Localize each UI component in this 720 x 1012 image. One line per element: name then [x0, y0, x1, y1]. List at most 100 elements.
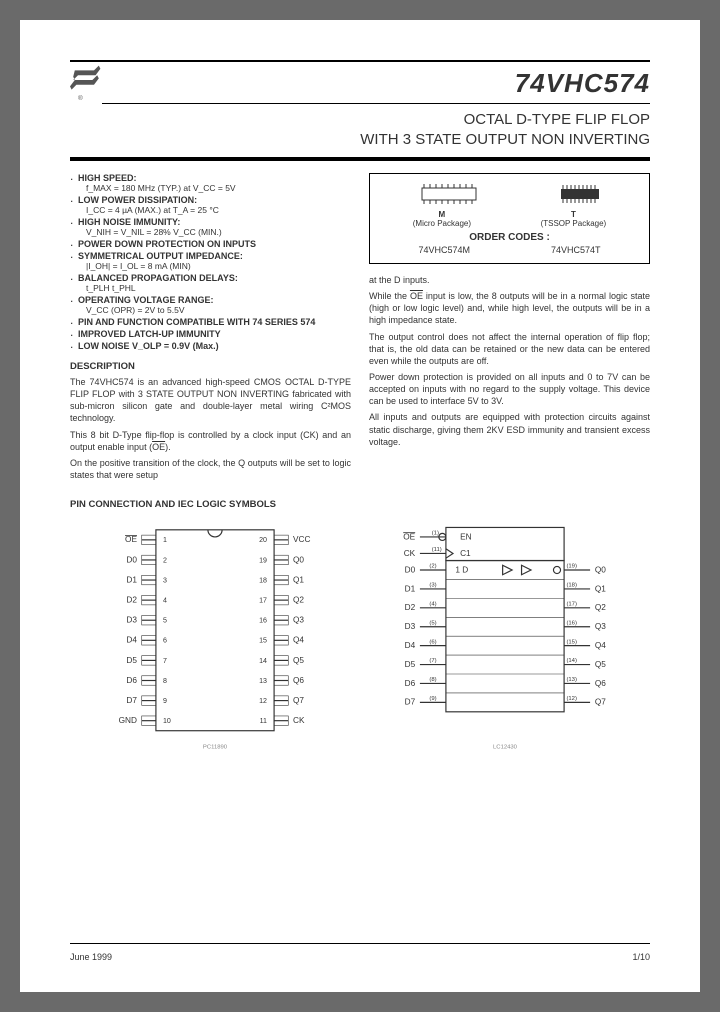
svg-text:VCC: VCC	[293, 535, 310, 544]
svg-text:(12): (12)	[566, 696, 577, 702]
svg-text:17: 17	[259, 597, 267, 605]
svg-text:CK: CK	[293, 716, 305, 725]
col2-para-3: The output control does not affect the i…	[369, 331, 650, 367]
page-header: ® 74VHC574 OCTAL D-TYPE FLIP FLOP WITH 3…	[70, 68, 650, 149]
svg-text:D4: D4	[405, 641, 416, 650]
feature-list: HIGH SPEED:f_MAX = 180 MHz (TYP.) at V_C…	[70, 173, 351, 351]
svg-text:(11): (11)	[432, 547, 442, 553]
svg-text:Q3: Q3	[293, 616, 304, 625]
svg-text:18: 18	[259, 577, 267, 585]
order-codes-heading: ORDER CODES :	[378, 232, 641, 243]
svg-text:LC12430: LC12430	[493, 745, 518, 751]
part-number: 74VHC574	[102, 68, 650, 99]
svg-text:D4: D4	[126, 636, 137, 645]
svg-text:Q5: Q5	[595, 660, 606, 669]
svg-text:3: 3	[163, 577, 167, 585]
svg-text:Q6: Q6	[293, 676, 304, 685]
footer-date: June 1999	[70, 952, 112, 962]
svg-text:PC11890: PC11890	[203, 745, 228, 751]
pin-section-title: PIN CONNECTION AND IEC LOGIC SYMBOLS	[70, 499, 650, 510]
svg-text:Q0: Q0	[595, 565, 606, 574]
svg-text:D2: D2	[405, 603, 416, 612]
svg-text:(7): (7)	[429, 658, 436, 664]
svg-text:(18): (18)	[566, 583, 577, 589]
col2-para-1: at the D inputs.	[369, 274, 650, 286]
svg-text:10: 10	[163, 717, 171, 725]
svg-text:C1: C1	[460, 549, 471, 558]
svg-text:7: 7	[163, 657, 167, 665]
st-logo-icon: ®	[70, 64, 102, 104]
svg-text:D2: D2	[126, 596, 137, 605]
svg-text:2: 2	[163, 556, 167, 564]
col2-para-5: All inputs and outputs are equipped with…	[369, 411, 650, 447]
svg-text:(14): (14)	[566, 658, 577, 664]
svg-text:Q2: Q2	[595, 603, 606, 612]
svg-text:Q4: Q4	[293, 636, 304, 645]
svg-text:Q1: Q1	[293, 576, 304, 585]
svg-text:14: 14	[259, 657, 267, 665]
description-heading: DESCRIPTION	[70, 361, 351, 372]
svg-text:(6): (6)	[429, 639, 436, 645]
svg-text:Q6: Q6	[595, 679, 606, 688]
main-content: HIGH SPEED:f_MAX = 180 MHz (TYP.) at V_C…	[70, 173, 650, 485]
svg-text:(2): (2)	[429, 564, 436, 570]
svg-text:(13): (13)	[566, 677, 577, 683]
page-footer: June 1999 1/10	[70, 952, 650, 962]
feature-item: LOW NOISE V_OLP = 0.9V (Max.)	[70, 341, 351, 351]
svg-text:GND: GND	[119, 716, 137, 725]
pkg-t-label: T(TSSOP Package)	[541, 210, 607, 228]
svg-text:(4): (4)	[429, 602, 436, 608]
svg-text:4: 4	[163, 597, 167, 605]
svg-text:(9): (9)	[429, 696, 436, 702]
feature-item: OPERATING VOLTAGE RANGE:V_CC (OPR) = 2V …	[70, 295, 351, 315]
right-column: M(Micro Package) T(TSSOP Package) ORDER …	[369, 173, 650, 485]
top-rule	[70, 60, 650, 62]
svg-text:Q5: Q5	[293, 656, 304, 665]
svg-text:D6: D6	[126, 676, 137, 685]
tssop-icon	[555, 182, 605, 206]
feature-item: PIN AND FUNCTION COMPATIBLE WITH 74 SERI…	[70, 317, 351, 327]
feature-item: BALANCED PROPAGATION DELAYS:t_PLH t_PHL	[70, 273, 351, 293]
header-rule	[70, 157, 650, 161]
pkg-m-label: M(Micro Package)	[413, 210, 471, 228]
svg-text:D6: D6	[405, 679, 416, 688]
svg-text:(3): (3)	[429, 583, 436, 589]
svg-text:®: ®	[78, 94, 83, 102]
svg-text:D1: D1	[126, 576, 137, 585]
svg-text:(16): (16)	[566, 620, 577, 626]
svg-text:(1): (1)	[432, 531, 439, 537]
svg-text:Q7: Q7	[293, 696, 304, 705]
svg-text:D0: D0	[126, 555, 137, 564]
feature-item: HIGH SPEED:f_MAX = 180 MHz (TYP.) at V_C…	[70, 173, 351, 193]
svg-text:(19): (19)	[566, 564, 577, 570]
svg-text:16: 16	[259, 617, 267, 625]
svg-text:Q3: Q3	[595, 622, 606, 631]
svg-text:OE: OE	[125, 535, 137, 544]
svg-text:D0: D0	[405, 565, 416, 574]
svg-text:Q4: Q4	[595, 641, 606, 650]
svg-text:D5: D5	[126, 656, 137, 665]
soic-icon	[414, 182, 484, 206]
svg-text:D3: D3	[126, 616, 137, 625]
desc-para-1: The 74VHC574 is an advanced high-speed C…	[70, 376, 351, 425]
svg-text:13: 13	[259, 677, 267, 685]
svg-text:15: 15	[259, 637, 267, 645]
svg-text:D1: D1	[405, 584, 416, 593]
svg-text:D7: D7	[405, 698, 416, 707]
feature-item: IMPROVED LATCH-UP IMMUNITY	[70, 329, 351, 339]
feature-item: SYMMETRICAL OUTPUT IMPEDANCE:|I_OH| = I_…	[70, 251, 351, 271]
desc-para-3: On the positive transition of the clock,…	[70, 457, 351, 481]
footer-rule	[70, 943, 650, 944]
svg-text:(15): (15)	[566, 639, 577, 645]
svg-text:D5: D5	[405, 660, 416, 669]
svg-text:6: 6	[163, 637, 167, 645]
svg-text:12: 12	[259, 697, 267, 705]
feature-item: HIGH NOISE IMMUNITY:V_NIH = V_NIL = 28% …	[70, 217, 351, 237]
order-code-t: 74VHC574T	[551, 245, 601, 255]
svg-text:(5): (5)	[429, 620, 436, 626]
desc-para-2: This 8 bit D-Type flip-flop is controlle…	[70, 429, 351, 453]
svg-text:1 D: 1 D	[455, 565, 468, 574]
iec-diagram: OE(1)ENCK(11)C1D0(2)Q0(19)D1(3)Q1(18)D2(…	[375, 518, 635, 759]
svg-text:1: 1	[163, 536, 167, 544]
col2-para-2: While the OE input is low, the 8 outputs…	[369, 290, 650, 326]
